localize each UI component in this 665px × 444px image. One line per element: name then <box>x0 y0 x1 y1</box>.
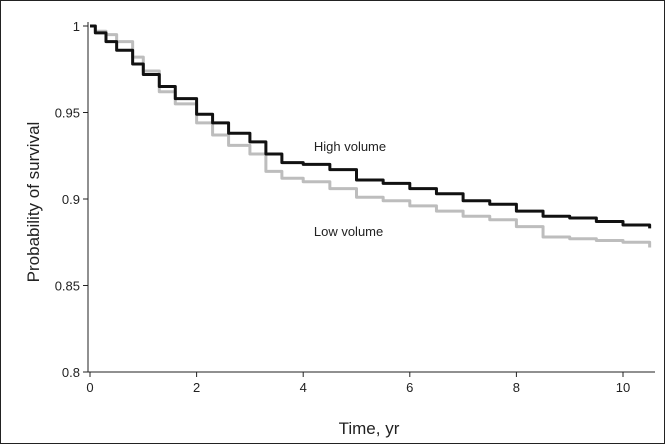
x-tick-label: 0 <box>86 380 93 395</box>
x-tick-label: 10 <box>616 380 630 395</box>
x-tick-label: 6 <box>406 380 413 395</box>
x-axis-label: Time, yr <box>339 419 400 438</box>
y-tick-label: 0.85 <box>55 279 80 294</box>
annotation-label: High volume <box>314 139 386 154</box>
x-tick-label: 4 <box>300 380 307 395</box>
series-line-high-volume <box>90 24 652 229</box>
x-tick-label: 2 <box>193 380 200 395</box>
y-tick-label: 1 <box>73 19 80 34</box>
y-tick-label: 0.95 <box>55 106 80 121</box>
x-tick-label: 8 <box>513 380 520 395</box>
annotations: High volume Low volume <box>314 139 386 239</box>
y-tick-label: 0.8 <box>62 365 80 380</box>
x-ticks: 0 2 4 6 8 10 <box>86 372 630 395</box>
y-tick-label: 0.9 <box>62 192 80 207</box>
series-line-low-volume <box>90 24 652 248</box>
series-lines <box>90 24 652 248</box>
axes <box>87 22 655 373</box>
annotation-label: Low volume <box>314 224 383 239</box>
y-ticks: 0.8 0.85 0.9 0.95 1 <box>55 19 88 380</box>
y-axis-label: Probability of survival <box>24 122 43 283</box>
